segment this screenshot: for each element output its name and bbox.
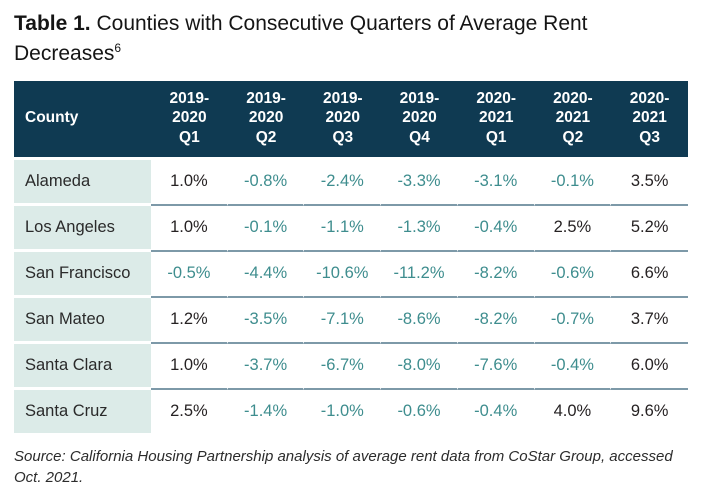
rent-value: 2.5% <box>534 205 612 252</box>
rent-value: 3.7% <box>611 298 688 344</box>
rent-value: -0.4% <box>534 343 612 390</box>
rent-value: -3.7% <box>227 343 305 390</box>
rent-value: -3.3% <box>381 159 458 206</box>
rent-value: 2.5% <box>151 389 228 433</box>
rent-value: -8.2% <box>457 251 535 298</box>
table-row: Santa Cruz 2.5% -1.4% -1.0% -0.6% -0.4% … <box>14 389 688 433</box>
county-name: San Mateo <box>14 297 152 344</box>
rent-value: 4.0% <box>535 389 612 433</box>
rent-value: -8.0% <box>381 343 458 390</box>
rent-value: -1.4% <box>228 389 305 433</box>
rent-value: -0.4% <box>457 205 535 252</box>
column-header-2019-2020-q3: 2019- 2020 Q3 <box>304 80 382 160</box>
rent-value: 9.6% <box>630 401 669 420</box>
county-name: San Francisco <box>14 251 152 298</box>
table-title-footnote: 6 <box>114 40 122 55</box>
rent-value: 6.6% <box>611 252 688 298</box>
rent-value: -1.3% <box>381 205 458 252</box>
rent-value: -0.5% <box>151 251 228 298</box>
rent-value: -8.2% <box>457 297 535 344</box>
rent-value: -7.6% <box>457 343 535 390</box>
column-header-2020-2021-q3: 2020- 2021 Q3 <box>611 80 688 160</box>
rent-value: -3.1% <box>457 159 535 206</box>
table-title-prefix: Table 1. <box>14 12 91 35</box>
table-row: Los Angeles 1.0% -0.1% -1.1% -1.3% -0.4%… <box>14 205 688 252</box>
table-row: San Francisco -0.5% -4.4% -10.6% -11.2% … <box>14 251 688 298</box>
rent-value: 6.0% <box>611 344 688 390</box>
rent-value: -1.1% <box>304 205 382 252</box>
rent-value: 1.2% <box>151 297 228 344</box>
rent-value: 1.0% <box>151 343 228 390</box>
rent-value: 3.5% <box>611 160 688 206</box>
rent-value: 1.0% <box>151 205 228 252</box>
rent-value: -0.6% <box>381 389 458 433</box>
rent-value: -2.4% <box>304 159 382 206</box>
table-header-row: County 2019- 2020 Q1 2019- 2020 Q2 2019-… <box>14 80 688 160</box>
column-header-2020-2021-q1: 2020- 2021 Q1 <box>457 80 535 160</box>
source-note: Source: California Housing Partnership a… <box>14 447 673 486</box>
rent-value: -0.8% <box>227 159 305 206</box>
table-title: Table 1. Counties with Consecutive Quart… <box>14 9 674 69</box>
rent-value: -0.6% <box>534 251 612 298</box>
column-header-2020-2021-q2: 2020- 2021 Q2 <box>534 80 612 160</box>
rent-value: -7.1% <box>304 297 382 344</box>
column-header-2019-2020-q4: 2019- 2020 Q4 <box>381 80 458 160</box>
rent-value: -4.4% <box>227 251 305 298</box>
table-row: San Mateo 1.2% -3.5% -7.1% -8.6% -8.2% -… <box>14 297 688 344</box>
table-title-text: Counties with Consecutive Quarters of Av… <box>14 12 588 65</box>
rent-value: -1.0% <box>304 389 382 433</box>
county-name: Santa Clara <box>14 343 152 390</box>
county-name: Los Angeles <box>14 205 152 252</box>
column-header-county: County <box>14 80 152 160</box>
rent-value: -6.7% <box>304 343 382 390</box>
rent-value: -0.7% <box>534 297 612 344</box>
rent-value: -8.6% <box>381 297 458 344</box>
rent-value: -11.2% <box>381 251 458 298</box>
rent-value: -0.4% <box>458 389 535 433</box>
rent-decreases-table: County 2019- 2020 Q1 2019- 2020 Q2 2019-… <box>14 80 688 433</box>
column-header-2019-2020-q1: 2019- 2020 Q1 <box>151 80 228 160</box>
rent-value: 1.0% <box>151 159 228 206</box>
county-name: Santa Cruz <box>14 389 152 433</box>
rent-value: -0.1% <box>227 205 305 252</box>
rent-value: -10.6% <box>304 251 382 298</box>
rent-value: -0.1% <box>534 159 612 206</box>
rent-value: 5.2% <box>611 206 688 252</box>
column-header-2019-2020-q2: 2019- 2020 Q2 <box>227 80 305 160</box>
table-row: Alameda 1.0% -0.8% -2.4% -3.3% -3.1% -0.… <box>14 159 688 206</box>
table-row: Santa Clara 1.0% -3.7% -6.7% -8.0% -7.6%… <box>14 343 688 390</box>
county-name: Alameda <box>14 159 152 206</box>
rent-value: -3.5% <box>227 297 305 344</box>
